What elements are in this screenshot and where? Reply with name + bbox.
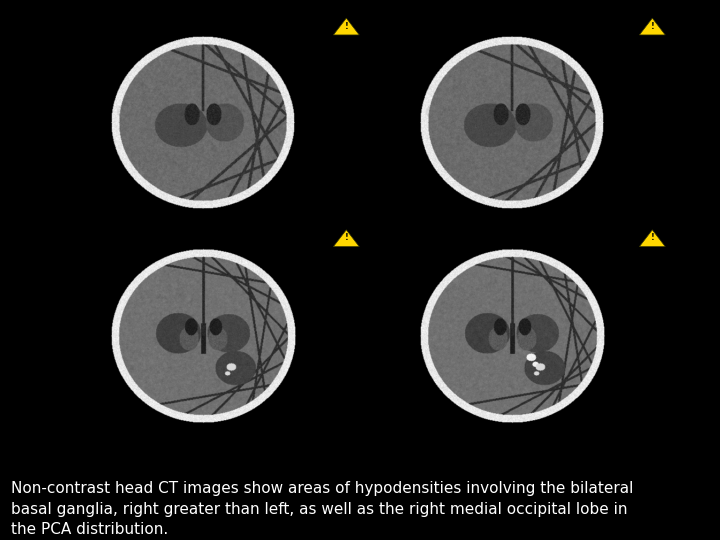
Text: !: ! <box>650 22 654 31</box>
Text: !: ! <box>650 233 654 242</box>
Polygon shape <box>639 18 665 35</box>
Text: !: ! <box>344 233 348 242</box>
Text: Non-contrast head CT images show areas of hypodensities involving the bilateral
: Non-contrast head CT images show areas o… <box>11 482 633 537</box>
Text: !: ! <box>344 22 348 31</box>
Polygon shape <box>333 230 359 247</box>
Polygon shape <box>333 18 359 35</box>
Polygon shape <box>639 230 665 247</box>
